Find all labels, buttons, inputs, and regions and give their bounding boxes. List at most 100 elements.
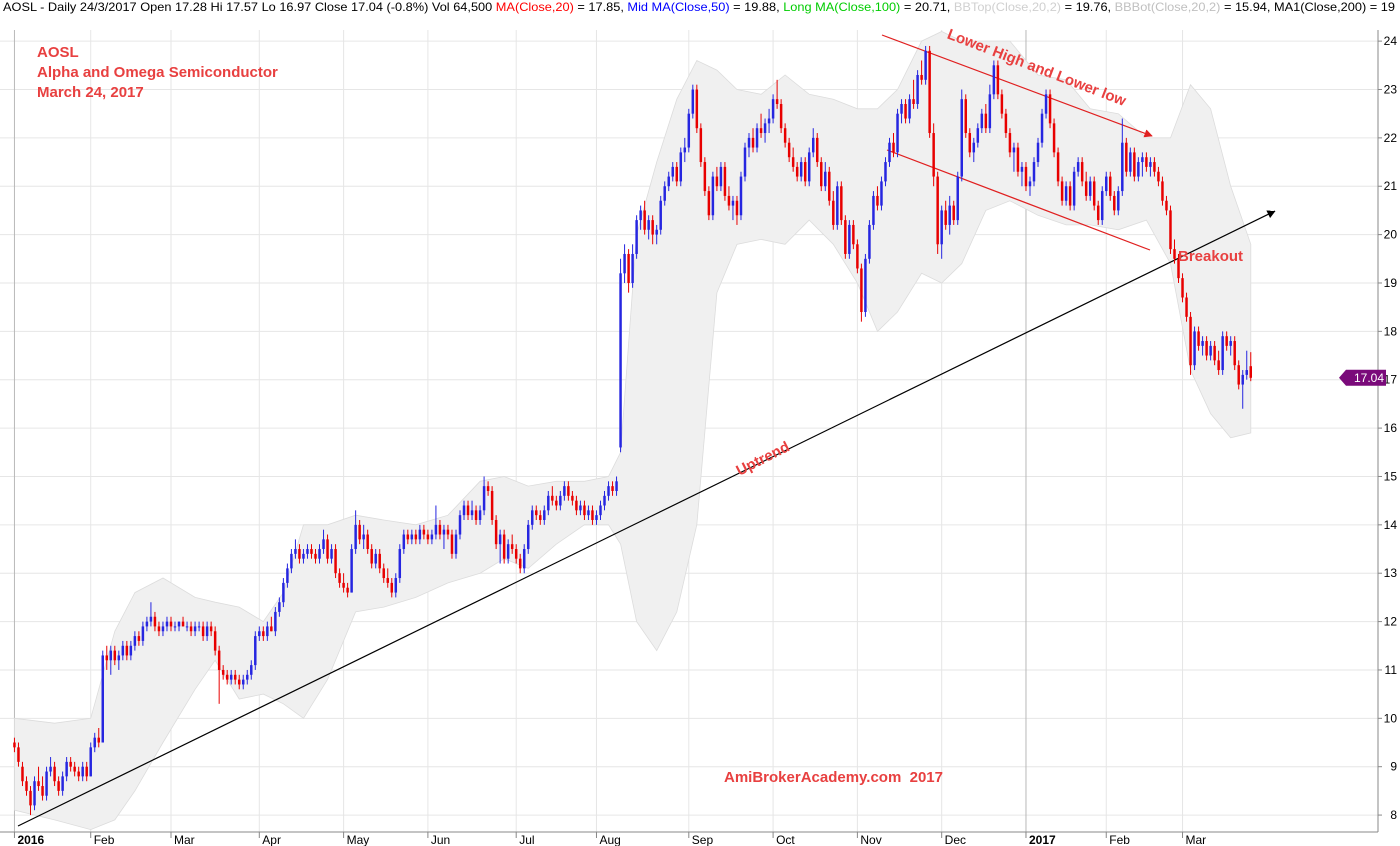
candle-body [892, 142, 895, 153]
candle-body [1157, 171, 1160, 182]
y-tick-label: 17 [1384, 373, 1398, 387]
candle-body [551, 495, 554, 501]
candle-body [816, 137, 819, 163]
candle-body [1121, 142, 1124, 192]
candle-body [1076, 162, 1080, 172]
candle-body [314, 553, 317, 559]
candle-body [1185, 297, 1188, 317]
candle-body [237, 679, 241, 685]
candle-body [1117, 191, 1120, 211]
candle-body [795, 166, 799, 177]
candle-body [719, 166, 723, 187]
candle-body [936, 176, 939, 245]
y-tick-label: 15 [1384, 469, 1398, 483]
candle-body [161, 626, 165, 632]
candle-body [912, 99, 915, 105]
candle-body [282, 582, 285, 603]
trendlines [17, 34, 1276, 827]
candle-body [715, 176, 719, 187]
candle-body [1241, 374, 1244, 385]
candle-body [920, 74, 923, 80]
candle-body [619, 273, 622, 448]
candle-body [623, 253, 626, 274]
candle-body [358, 524, 361, 540]
candle-body [743, 147, 747, 177]
candle-body [430, 534, 434, 540]
candle-body [510, 544, 514, 550]
header: AOSL - Daily 24/3/2017 Open 17.28 Hi 17.… [3, 1, 1395, 14]
candle-body [1169, 210, 1172, 250]
candle-body [1068, 186, 1072, 206]
candle-body [470, 510, 474, 516]
candle-body [984, 113, 988, 129]
candle-body [205, 626, 209, 637]
candle-body [535, 510, 538, 516]
candle-body [763, 123, 767, 134]
candle-body [342, 582, 345, 588]
candle-body [362, 534, 365, 540]
candle-body [1036, 142, 1040, 163]
candle-body [274, 611, 277, 632]
header-segment: MA(Close,20) [496, 1, 574, 14]
candle-body [904, 104, 907, 119]
candle-body [952, 205, 955, 221]
candle-body [93, 737, 96, 748]
candle-body [145, 621, 149, 627]
candle-body [659, 200, 662, 230]
candle-body [458, 515, 462, 535]
candle-body [1072, 171, 1076, 206]
candle-body [783, 128, 787, 143]
candle-body [1020, 166, 1024, 172]
candle-body [306, 549, 309, 554]
candle-body [490, 490, 494, 521]
candle-body [233, 674, 237, 680]
candle-body [860, 268, 863, 313]
candle-body [856, 244, 859, 269]
candle-body [631, 253, 634, 283]
candle-body [378, 553, 381, 569]
candle-body [338, 573, 341, 583]
candle-body [298, 549, 301, 559]
candle-body [266, 626, 269, 637]
candle-body [1153, 162, 1156, 172]
lower-channel-line [886, 149, 1151, 251]
candle-body [1233, 341, 1236, 366]
candle-body [996, 65, 1000, 95]
candle-body [563, 486, 566, 496]
candle-body [595, 515, 598, 521]
candle-body [125, 645, 129, 656]
candle-body [555, 500, 558, 506]
candle-body [531, 510, 534, 525]
candle-body [1145, 157, 1148, 167]
last-price-marker [1339, 369, 1386, 386]
candle-body [454, 534, 458, 554]
candle-body [450, 534, 454, 554]
candle-body [262, 631, 265, 637]
candle-body [775, 99, 779, 105]
candle-body [478, 510, 482, 521]
candle-body [149, 616, 153, 622]
candle-body [229, 674, 233, 680]
candle-body [607, 486, 610, 496]
candle-body [189, 626, 193, 632]
candle-body [639, 210, 642, 221]
candle-body [1064, 186, 1068, 201]
candle-body [1080, 162, 1084, 182]
candle-body [278, 602, 281, 612]
candle-body [884, 162, 887, 182]
candle-body [474, 510, 478, 521]
candle-body [153, 616, 157, 627]
candle-body [1044, 94, 1048, 114]
candle-body [707, 191, 711, 216]
candle-body [575, 500, 578, 511]
candle-body [599, 505, 602, 516]
candle-body [225, 674, 229, 680]
candle-body [302, 553, 305, 559]
candle-body [1177, 258, 1180, 279]
candle-body [1237, 365, 1240, 385]
candle-body [579, 505, 582, 511]
candle-body [1221, 336, 1224, 371]
y-tick-label: 23 [1384, 82, 1398, 96]
x-tick-label: Jul [519, 833, 534, 846]
